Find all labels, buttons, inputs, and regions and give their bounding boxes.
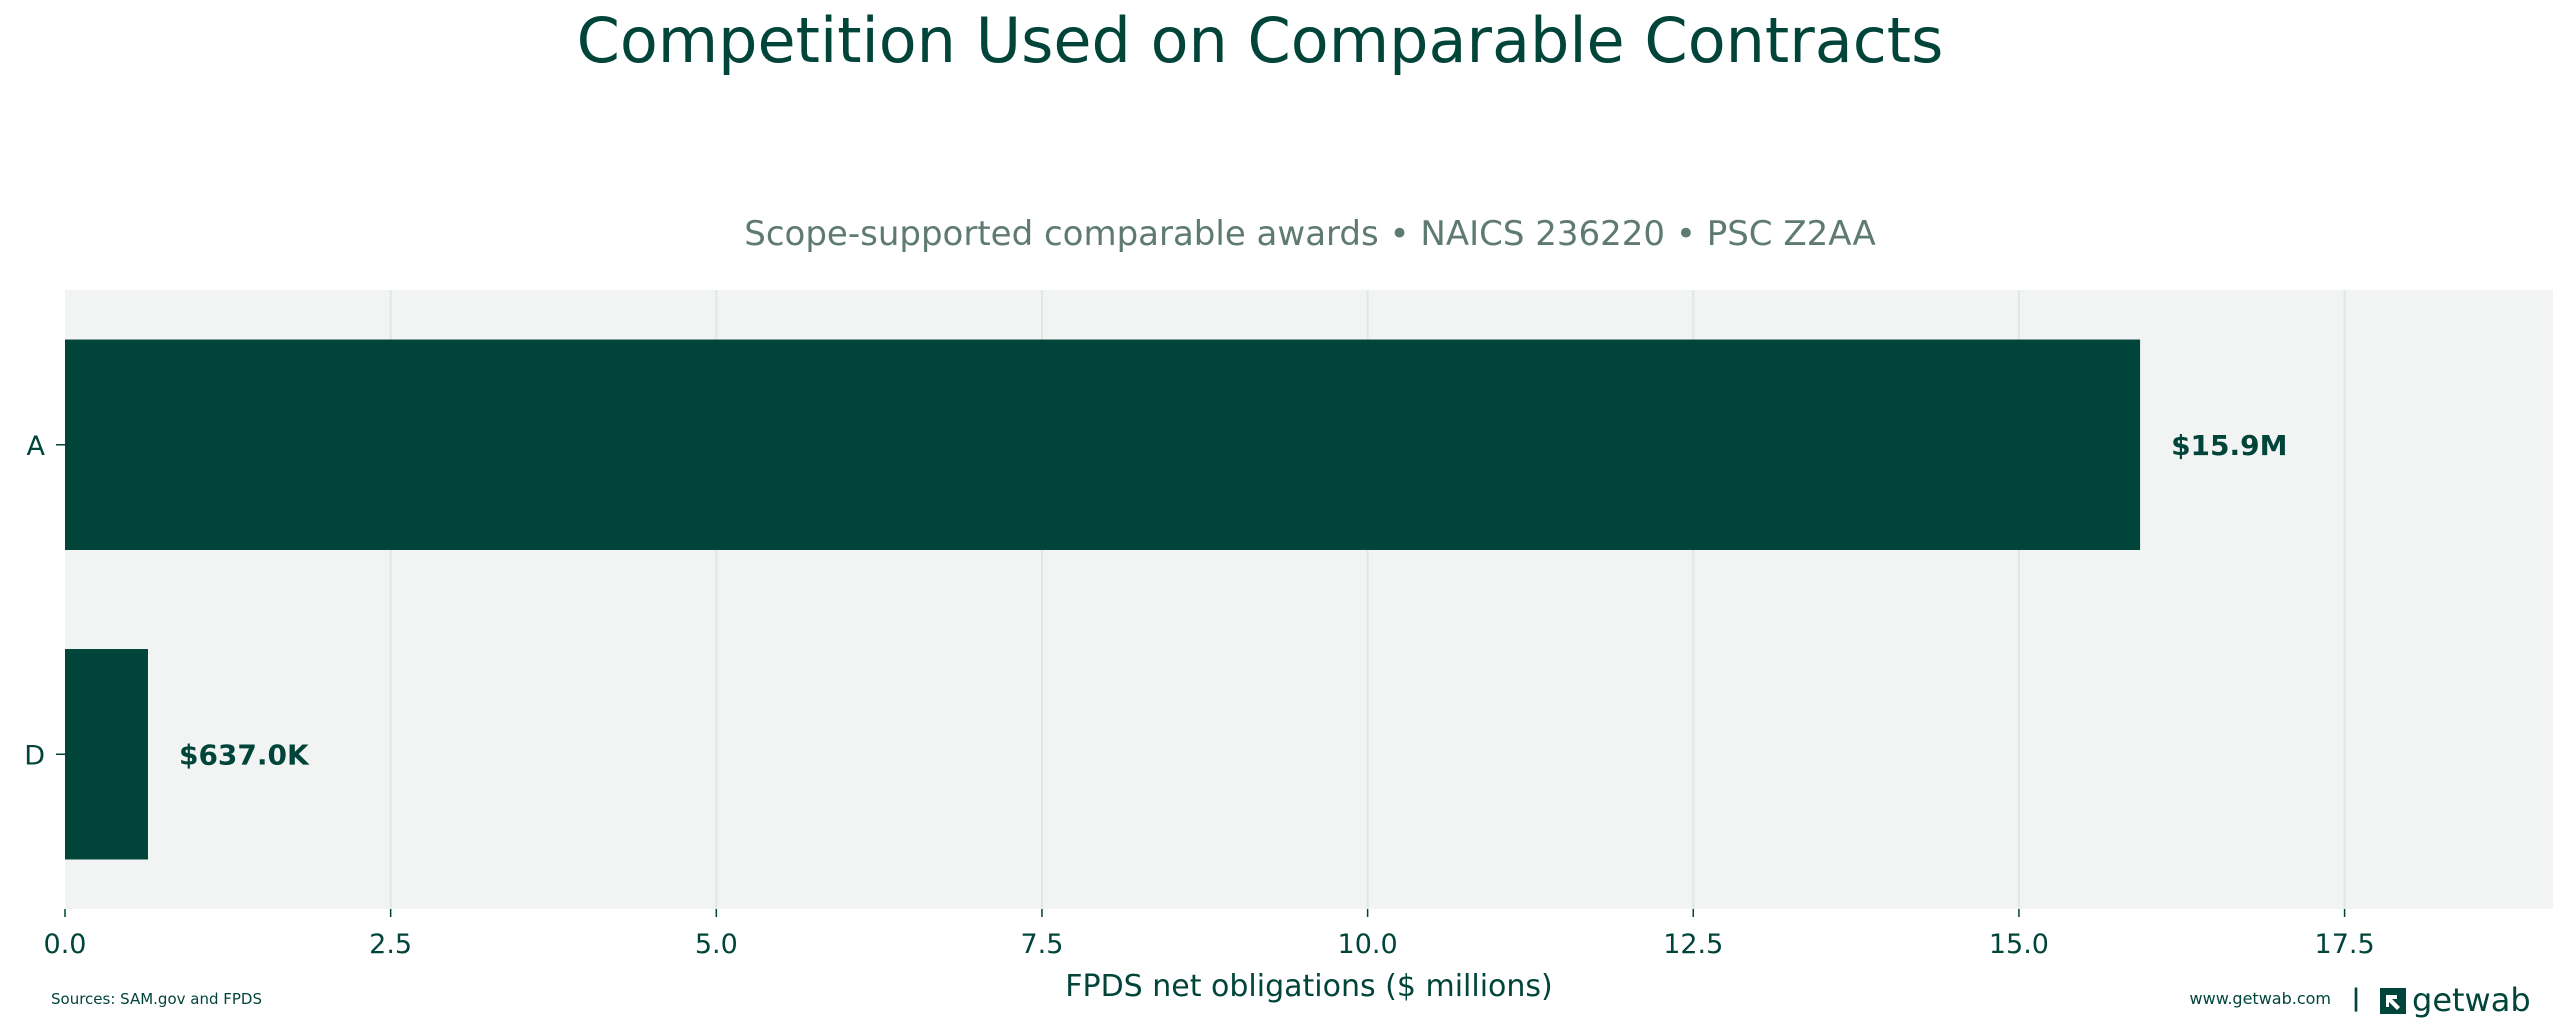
x-tick-label: 10.0	[1338, 929, 1398, 960]
x-tick-label: 15.0	[1989, 929, 2049, 960]
data-label-D: $637.0K	[179, 738, 310, 771]
x-axis: 0.0 2.5 5.0 7.5 10.0 12.5 15.0 17.5	[44, 909, 2375, 960]
x-tick-label: 12.5	[1663, 929, 1723, 960]
footer-website: www.getwab.com	[2190, 989, 2331, 1008]
getwab-logo-icon	[2380, 988, 2406, 1014]
data-label-A: $15.9M	[2171, 429, 2287, 462]
bar-D	[65, 649, 148, 860]
y-tick-label: A	[27, 431, 46, 462]
footer-separator: |	[2352, 984, 2361, 1012]
footer-sources: Sources: SAM.gov and FPDS	[51, 990, 262, 1008]
x-tick-label: 17.5	[2315, 929, 2375, 960]
y-axis: AD	[24, 431, 65, 771]
y-tick-label: D	[24, 740, 45, 771]
x-tick-label: 0.0	[44, 929, 87, 960]
x-axis-label: FPDS net obligations ($ millions)	[1065, 969, 1553, 1004]
x-tick-label: 5.0	[695, 929, 738, 960]
bar-A	[65, 339, 2141, 550]
bar-layer	[65, 339, 2141, 860]
chart-title: Competition Used on Comparable Contracts	[577, 4, 1944, 77]
x-tick-label: 7.5	[1020, 929, 1063, 960]
x-tick-label: 2.5	[369, 929, 412, 960]
footer-logo-text: getwab	[2412, 981, 2531, 1019]
chart-subtitle: Scope-supported comparable awards • NAIC…	[744, 214, 1875, 254]
label-layer: $15.9M $637.0K	[179, 429, 2288, 772]
